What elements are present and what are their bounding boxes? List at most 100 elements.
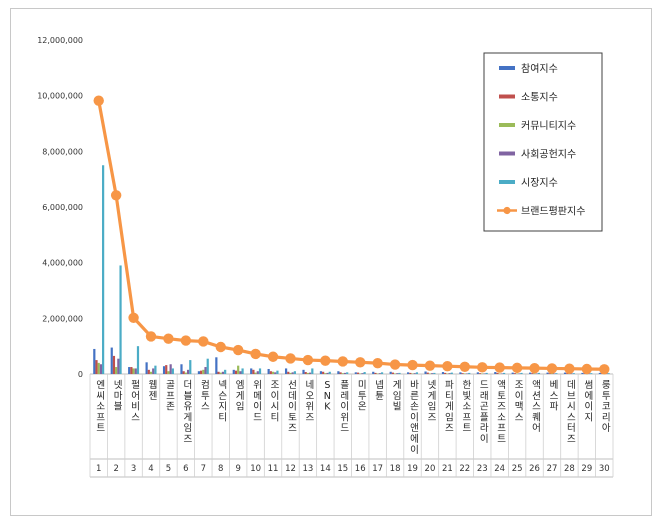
bar — [363, 372, 366, 374]
bar — [461, 373, 464, 374]
bar — [167, 371, 170, 374]
bar — [234, 370, 238, 374]
rank-label: 8 — [218, 464, 223, 474]
bar — [380, 372, 384, 374]
bar — [241, 368, 244, 374]
line-point — [267, 351, 279, 362]
y-axis: 0 2,000,000 4,000,000 6,000,000 8,000,000 10,… — [37, 36, 83, 379]
rank-table: 1 2 3 4 5 6 7 8 9 10 11 12 13 14 15 16 17 18 19 20 21 22 23 24 2… — [89, 374, 614, 478]
bar — [326, 372, 329, 374]
bar — [428, 373, 432, 374]
bar — [117, 358, 120, 374]
line-point — [459, 361, 471, 372]
bar — [306, 372, 310, 374]
bar — [566, 373, 569, 374]
line-point — [494, 362, 505, 373]
bar — [254, 372, 257, 374]
bar — [324, 373, 327, 374]
bar — [494, 372, 497, 374]
bar — [374, 372, 377, 374]
bar — [269, 371, 272, 374]
rank-label: 18 — [390, 464, 401, 474]
bar — [502, 372, 506, 374]
bar — [511, 372, 514, 374]
bar — [411, 373, 414, 374]
bar — [550, 373, 554, 374]
legend-swatch — [499, 66, 515, 70]
rank-label: 29 — [581, 464, 592, 474]
rank-label: 9 — [235, 464, 240, 474]
rank-label: 22 — [459, 464, 470, 474]
rank-label: 7 — [201, 464, 206, 474]
bar — [130, 367, 133, 374]
bar — [93, 348, 96, 374]
bar — [459, 372, 462, 374]
line-point — [198, 336, 209, 347]
bar — [284, 368, 288, 374]
line-point — [250, 348, 261, 360]
bar — [147, 369, 150, 374]
bar — [572, 373, 575, 374]
rank-label: 14 — [320, 464, 331, 474]
bar — [293, 371, 296, 374]
line-point — [442, 361, 453, 372]
bar — [271, 371, 275, 374]
bar — [537, 372, 541, 374]
bar — [182, 371, 185, 374]
bar — [186, 369, 190, 374]
rank-label: 26 — [529, 464, 540, 474]
bar-series — [93, 165, 610, 375]
bar — [97, 362, 100, 374]
y-tick-label: 8,000,000 — [42, 147, 83, 156]
bar — [154, 365, 157, 374]
bar — [415, 372, 419, 374]
rank-label: 1 — [96, 464, 101, 474]
bar — [302, 369, 305, 374]
line-point — [337, 356, 348, 367]
bar — [555, 373, 558, 374]
rank-label: 12 — [285, 464, 296, 474]
line-point — [407, 359, 418, 371]
bar — [361, 373, 364, 374]
bar — [112, 355, 116, 374]
bar — [252, 369, 255, 374]
bar — [376, 373, 379, 374]
bar — [115, 367, 118, 374]
bar — [145, 362, 148, 374]
bar — [274, 372, 277, 374]
bar — [359, 373, 362, 374]
bar — [215, 357, 218, 374]
legend-label: 소통지수 — [521, 92, 558, 104]
bar — [224, 369, 227, 374]
bar — [99, 364, 103, 374]
bar — [219, 372, 222, 374]
legend-label: 참여지수 — [521, 63, 558, 75]
bar — [180, 364, 183, 374]
line-point — [372, 357, 383, 369]
bar — [132, 368, 135, 374]
bar — [204, 367, 207, 374]
bar — [237, 365, 240, 374]
bar — [134, 368, 137, 374]
line-point — [145, 331, 157, 342]
rank-label: 24 — [494, 464, 505, 474]
bar — [110, 347, 113, 374]
bar — [337, 371, 340, 374]
legend-swatch — [503, 206, 511, 215]
bar — [378, 373, 381, 374]
